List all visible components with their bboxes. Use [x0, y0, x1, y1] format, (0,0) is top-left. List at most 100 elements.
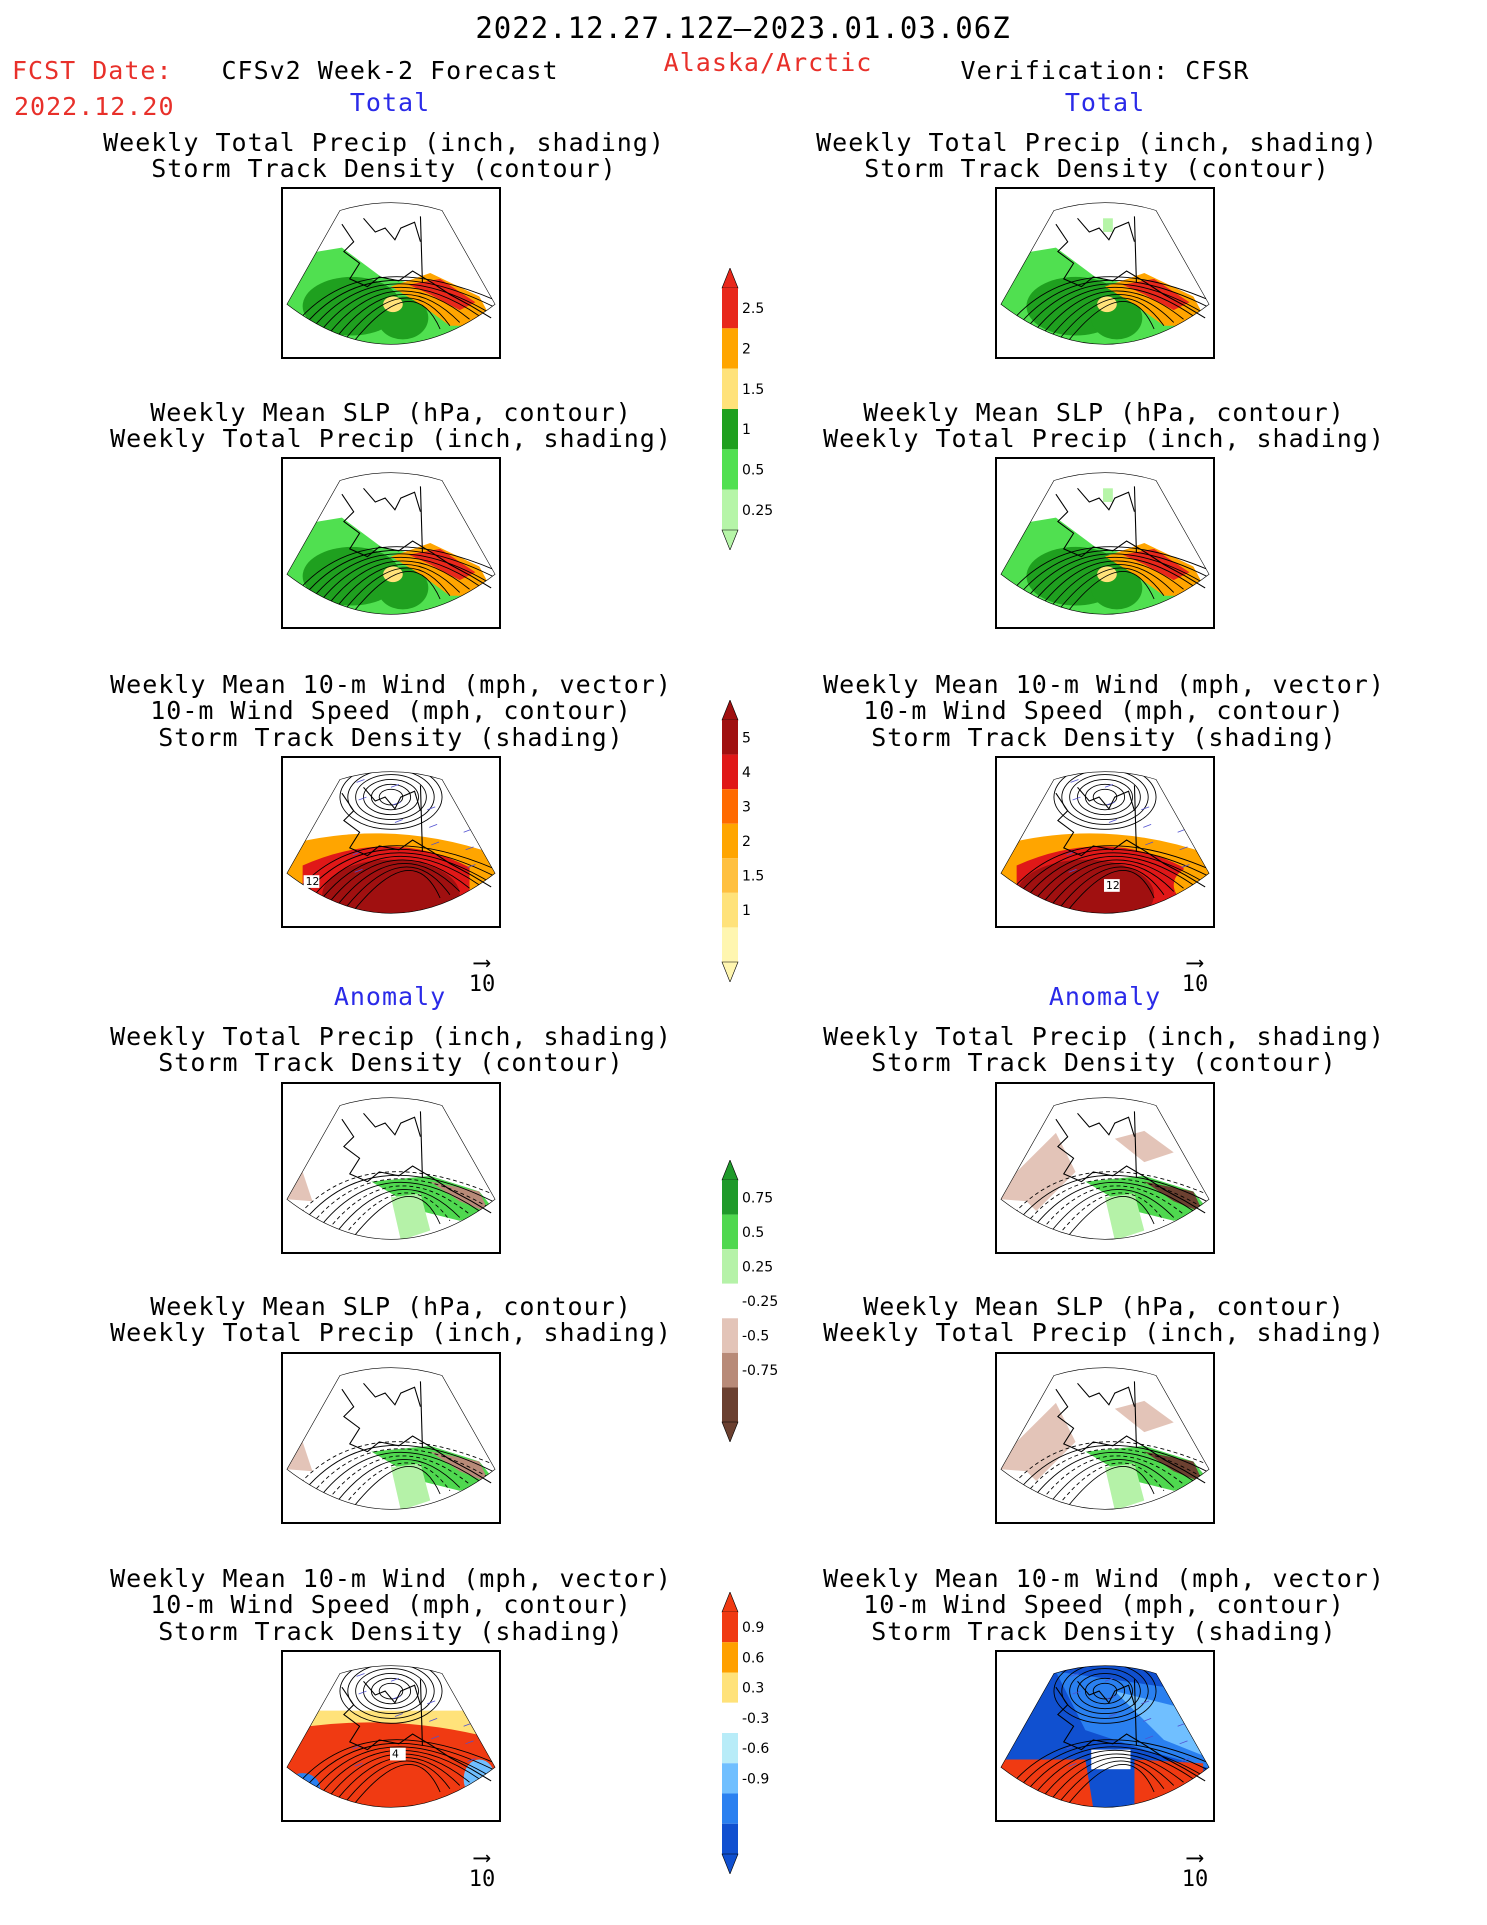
- title-slp-precip-r2: Weekly Mean SLP (hPa, contour) Weekly Tot…: [823, 1292, 1385, 1348]
- vector-ref-total-right: ⟶ 10: [1175, 950, 1215, 996]
- fcst-date-value: 2022.12.20: [14, 92, 175, 121]
- contour-label: 12: [1106, 879, 1120, 892]
- colorbar-tick-label: -0.3: [742, 1711, 769, 1727]
- map-anom-precip-verification: [995, 1082, 1215, 1254]
- coastline: [1055, 1111, 1206, 1214]
- colorbar-tick-label: 2: [742, 342, 751, 358]
- coastline: [1055, 216, 1206, 319]
- map-domain-outline: [286, 1367, 496, 1510]
- colorbar-svg: 2.5 2 1.5 1 0.5 0.25: [721, 267, 773, 551]
- map-domain-outline: [286, 202, 496, 345]
- coastline: [341, 785, 492, 888]
- colorbar-bottom-arrow: [721, 1421, 739, 1443]
- colorbar-swatch: [722, 328, 738, 369]
- forecast-label: CFSv2 Week-2 Forecast: [221, 56, 559, 85]
- map-field-svg: [286, 472, 496, 615]
- colorbar-tick-label: 0.5: [742, 463, 764, 479]
- map-total-wind-forecast: 12: [281, 756, 501, 928]
- colorbar-swatch: [722, 1702, 738, 1733]
- map-total-precip-forecast: [281, 187, 501, 359]
- map-shading: [286, 1367, 496, 1510]
- map-domain-outline: [286, 771, 496, 914]
- map-shading: [286, 202, 496, 345]
- map-shading: [286, 1097, 496, 1240]
- coastline: [1055, 1679, 1206, 1782]
- arrow-right-icon: ⟶: [1187, 1843, 1203, 1871]
- colorbar-swatch: [722, 1763, 738, 1794]
- map-field-svg: [1000, 1665, 1210, 1808]
- colorbar-tick-label: 2: [742, 834, 751, 850]
- coastline: [1055, 486, 1206, 589]
- fcst-date-label: FCST Date:: [12, 56, 173, 85]
- colorbar-storm-total: 5 4 3 2 1.5 1: [716, 699, 786, 983]
- colorbar-tick-label: 1.5: [742, 382, 764, 398]
- colorbar-top-arrow: [721, 1159, 739, 1181]
- colorbar-swatch: [722, 1793, 738, 1824]
- colorbar-svg: 0.75 0.5 0.25 -0.25 -0.5 -0.75: [721, 1159, 778, 1443]
- map-anom-wind-verification: [995, 1650, 1215, 1822]
- colorbar-swatch: [722, 858, 738, 893]
- colorbar-swatch: [722, 927, 738, 962]
- contour-label-bg: [1104, 879, 1120, 892]
- map-anom-slp-verification: [995, 1352, 1215, 1524]
- period-title: 2022.12.27.12Z–2023.01.03.06Z: [475, 11, 1011, 45]
- map-field-svg: [1000, 472, 1210, 615]
- map-anom-slp-forecast: [281, 1352, 501, 1524]
- map-domain-outline: [286, 472, 496, 615]
- vector-ref-total-left: ⟶ 10: [462, 950, 502, 996]
- colorbar-tick-label: -0.9: [742, 1771, 769, 1787]
- colorbar-top-arrow: [721, 699, 739, 721]
- colorbar-swatch: [722, 754, 738, 790]
- map-anom-precip-forecast: [281, 1082, 501, 1254]
- colorbar-precip-total: 2.5 2 1.5 1 0.5 0.25: [716, 267, 786, 551]
- coastline: [341, 216, 492, 319]
- map-field-svg: 12: [1000, 771, 1210, 914]
- colorbar-tick-label: 2.5: [742, 301, 764, 317]
- map-shading: [286, 472, 496, 615]
- colorbar-tick-label: 0.6: [742, 1650, 764, 1666]
- colorbar-tick-label: 1: [742, 422, 751, 438]
- map-domain-outline: [1000, 1665, 1210, 1808]
- map-field-svg: 4: [286, 1665, 496, 1808]
- map-shading: [286, 771, 496, 914]
- colorbar-svg: 0.9 0.6 0.3 -0.3 -0.6 -0.9: [721, 1591, 769, 1875]
- arrow-right-icon: ⟶: [474, 1843, 490, 1871]
- map-field-svg: [286, 1097, 496, 1240]
- title-slp-precip-l2: Weekly Mean SLP (hPa, contour) Weekly Tot…: [110, 1292, 672, 1348]
- section-total-right: Total: [1064, 88, 1146, 117]
- map-domain-outline: [286, 1097, 496, 1240]
- title-wind-storm-l1: Weekly Mean 10-m Wind (mph, vector) 10-m …: [110, 670, 672, 752]
- colorbar-swatch: [722, 368, 738, 409]
- map-shading: [1000, 202, 1210, 345]
- arrow-right-icon: ⟶: [1187, 948, 1203, 976]
- colorbar-tick-label: 0.3: [742, 1681, 764, 1697]
- colorbar-tick-label: 0.75: [742, 1190, 773, 1206]
- colorbar-swatch: [722, 489, 738, 530]
- contour-label: 12: [306, 875, 320, 888]
- coastline: [341, 1111, 492, 1214]
- coastline: [341, 486, 492, 589]
- arrow-right-icon: ⟶: [474, 948, 490, 976]
- coastline: [341, 1679, 492, 1782]
- map-domain-outline: [1000, 771, 1210, 914]
- map-field-svg: [1000, 202, 1210, 345]
- colorbar-tick-label: 0.5: [742, 1225, 764, 1241]
- colorbar-bottom-arrow: [721, 961, 739, 983]
- map-shading: [1000, 771, 1210, 914]
- colorbar-swatch: [722, 1612, 738, 1643]
- colorbar-swatch: [722, 1823, 738, 1854]
- colorbar-swatch: [722, 789, 738, 824]
- map-shading: [286, 1665, 496, 1808]
- title-wind-storm-r2: Weekly Mean 10-m Wind (mph, vector) 10-m …: [823, 1564, 1385, 1646]
- title-precip-storm-l1: Weekly Total Precip (inch, shading) Storm…: [103, 128, 665, 184]
- title-slp-precip-r1: Weekly Mean SLP (hPa, contour) Weekly Tot…: [823, 398, 1385, 454]
- colorbar-top-arrow: [721, 1591, 739, 1613]
- section-total-left: Total: [349, 88, 431, 117]
- contour-label-bg: [390, 1747, 406, 1761]
- map-field-svg: 12: [286, 771, 496, 914]
- map-total-slp-verification: [995, 457, 1215, 629]
- map-domain-outline: [1000, 1097, 1210, 1240]
- colorbar-swatch: [722, 288, 738, 329]
- map-shading: [1000, 1665, 1210, 1808]
- colorbar-tick-label: 0.25: [742, 503, 773, 519]
